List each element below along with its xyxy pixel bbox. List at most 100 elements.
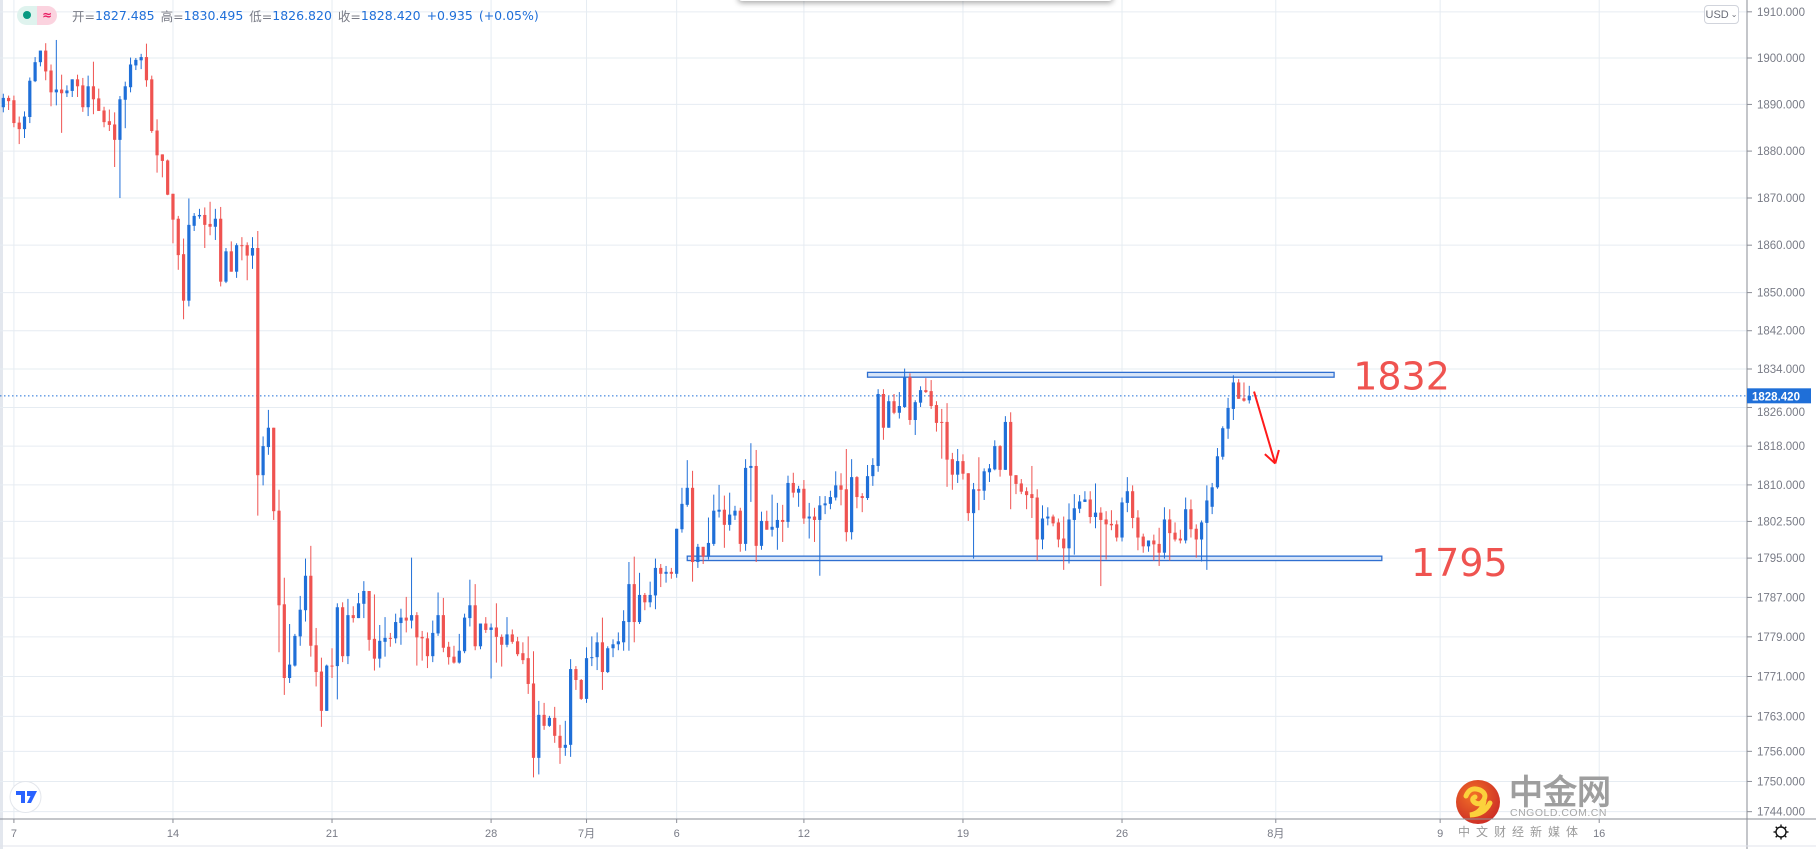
candle[interactable]	[394, 613, 398, 644]
candle[interactable]	[913, 400, 917, 435]
candle[interactable]	[219, 206, 223, 287]
candle[interactable]	[44, 43, 48, 81]
candle[interactable]	[1189, 499, 1193, 538]
candle[interactable]	[282, 577, 286, 695]
candle[interactable]	[288, 624, 292, 683]
support-label[interactable]: 1795	[1411, 541, 1508, 585]
candle[interactable]	[1247, 385, 1251, 404]
candle[interactable]	[378, 625, 382, 668]
candle[interactable]	[961, 454, 965, 480]
candle[interactable]	[1035, 489, 1039, 561]
candle[interactable]	[208, 201, 212, 236]
candle[interactable]	[367, 590, 371, 651]
candle[interactable]	[1088, 491, 1092, 524]
candle[interactable]	[950, 452, 954, 490]
candle[interactable]	[314, 627, 318, 687]
candle[interactable]	[431, 620, 435, 663]
candle[interactable]	[1030, 465, 1034, 519]
candle[interactable]	[1120, 497, 1124, 542]
candle[interactable]	[765, 510, 769, 530]
candle[interactable]	[12, 95, 16, 128]
candle[interactable]	[1221, 426, 1225, 460]
candle[interactable]	[22, 111, 27, 138]
candle[interactable]	[500, 634, 504, 667]
candle[interactable]	[266, 409, 270, 455]
candle[interactable]	[558, 724, 562, 764]
candle[interactable]	[144, 43, 149, 87]
candle[interactable]	[399, 608, 403, 645]
currency-button[interactable]: USD ⌄	[1704, 5, 1739, 24]
candle[interactable]	[1162, 507, 1167, 559]
candle[interactable]	[547, 715, 552, 727]
candle[interactable]	[49, 64, 53, 107]
candle[interactable]	[627, 562, 631, 651]
candle[interactable]	[181, 238, 186, 320]
candle[interactable]	[871, 458, 875, 486]
candle[interactable]	[70, 79, 74, 97]
candle[interactable]	[1210, 482, 1214, 515]
candle[interactable]	[590, 636, 594, 667]
candle[interactable]	[521, 642, 525, 665]
candle[interactable]	[356, 592, 361, 619]
candle[interactable]	[743, 459, 748, 551]
candle[interactable]	[383, 617, 387, 657]
candle[interactable]	[468, 579, 472, 627]
candle[interactable]	[892, 393, 896, 415]
candle[interactable]	[531, 651, 536, 778]
candle[interactable]	[563, 720, 567, 756]
candle[interactable]	[234, 243, 239, 278]
candle[interactable]	[7, 95, 11, 111]
candle[interactable]	[372, 594, 377, 671]
candle[interactable]	[653, 558, 658, 610]
candle[interactable]	[139, 53, 143, 70]
candle[interactable]	[844, 449, 848, 542]
candle[interactable]	[537, 700, 541, 775]
candle[interactable]	[303, 558, 308, 622]
candle[interactable]	[1194, 524, 1198, 558]
candle[interactable]	[664, 565, 668, 583]
candle[interactable]	[1146, 540, 1151, 552]
candle[interactable]	[415, 612, 419, 666]
candle[interactable]	[887, 396, 891, 428]
candle[interactable]	[690, 470, 695, 582]
candle[interactable]	[213, 208, 217, 240]
candle[interactable]	[675, 528, 679, 578]
candle[interactable]	[1104, 511, 1108, 560]
candle[interactable]	[155, 119, 159, 173]
settings-gear-icon[interactable]	[1773, 824, 1789, 840]
candle[interactable]	[1237, 379, 1241, 399]
candle[interactable]	[515, 636, 520, 657]
candle[interactable]	[1173, 522, 1177, 542]
candle[interactable]	[754, 449, 758, 563]
candle[interactable]	[203, 207, 207, 249]
candle[interactable]	[918, 386, 923, 407]
candle[interactable]	[436, 592, 440, 636]
candle[interactable]	[1231, 375, 1235, 421]
candle[interactable]	[1019, 479, 1023, 495]
candle[interactable]	[733, 505, 737, 520]
candle[interactable]	[553, 706, 557, 743]
candle[interactable]	[81, 77, 85, 112]
candle[interactable]	[584, 647, 589, 703]
candle[interactable]	[680, 487, 684, 533]
candle[interactable]	[150, 75, 154, 133]
candle[interactable]	[388, 632, 392, 647]
candle[interactable]	[812, 507, 817, 542]
candle[interactable]	[128, 57, 133, 93]
down-arrow-icon[interactable]	[1253, 391, 1280, 465]
candle[interactable]	[452, 645, 456, 664]
candle[interactable]	[1, 93, 5, 113]
candle[interactable]	[1067, 503, 1071, 564]
candle[interactable]	[272, 427, 276, 520]
candle[interactable]	[420, 630, 424, 661]
support-zone[interactable]	[686, 555, 1383, 562]
candle[interactable]	[54, 39, 58, 106]
candle[interactable]	[309, 545, 313, 657]
candle[interactable]	[929, 380, 933, 409]
candle[interactable]	[176, 215, 180, 270]
candle[interactable]	[940, 408, 944, 459]
candle[interactable]	[494, 603, 498, 663]
candle[interactable]	[118, 96, 122, 199]
candle[interactable]	[224, 248, 228, 284]
